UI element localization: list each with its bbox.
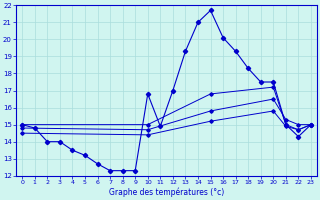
X-axis label: Graphe des températures (°c): Graphe des températures (°c) (109, 188, 224, 197)
